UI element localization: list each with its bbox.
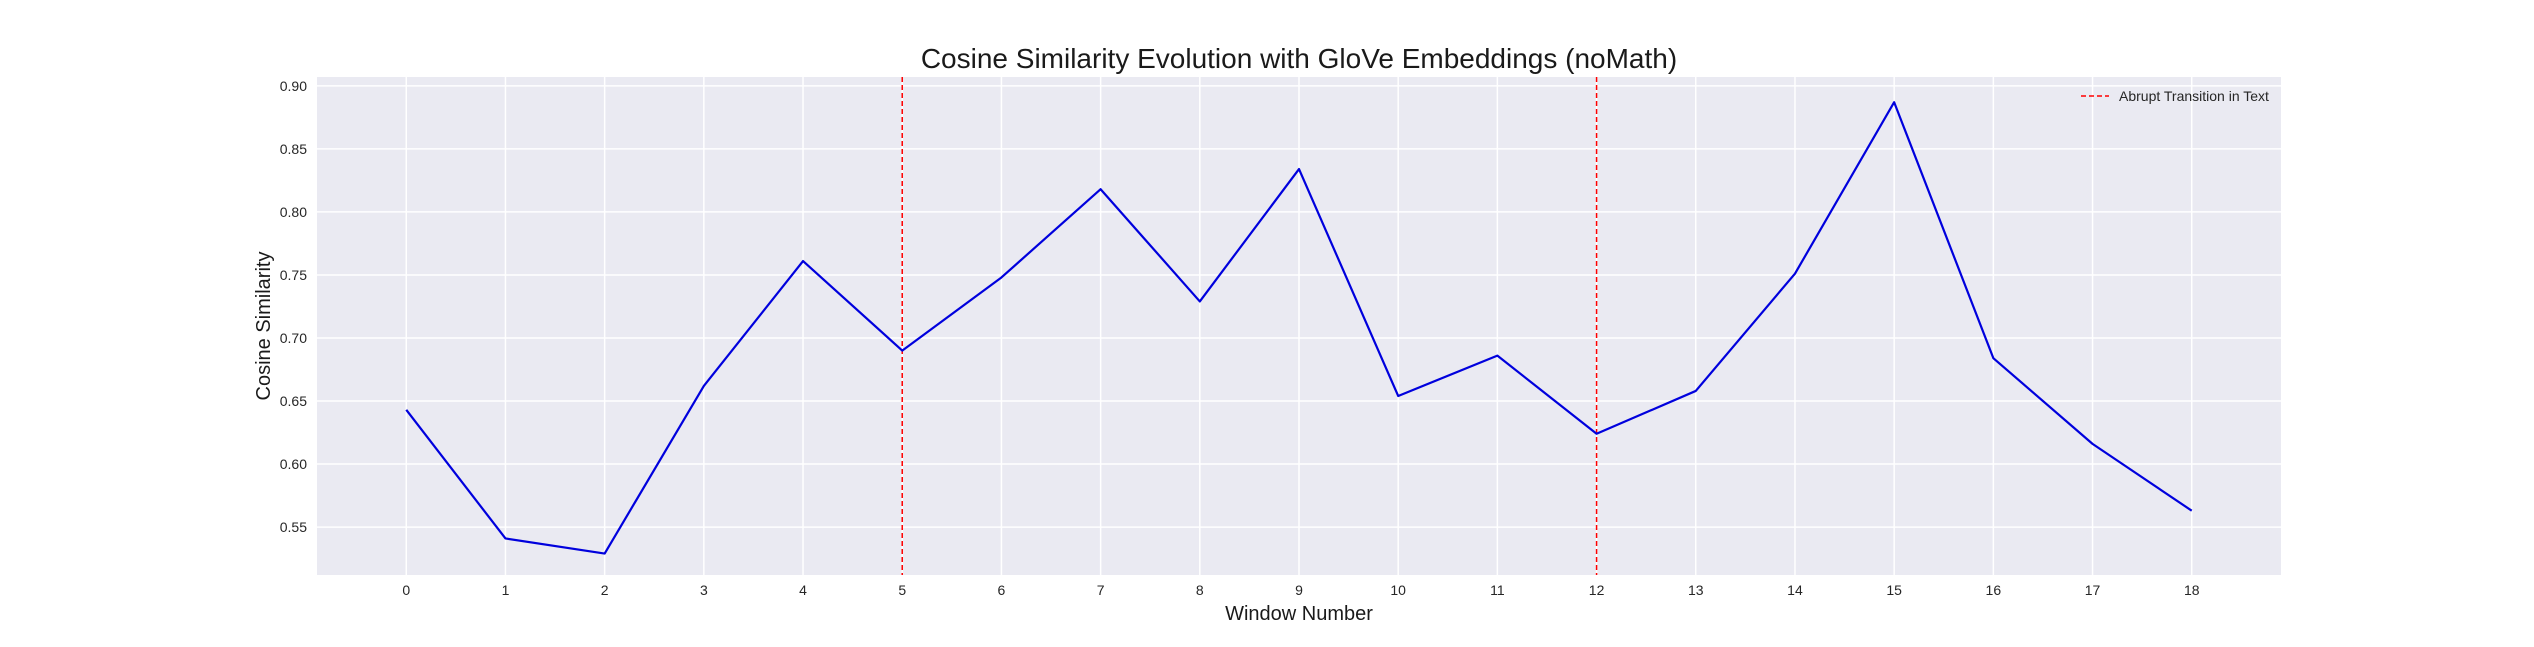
y-tick-labels: 0.55 0.60 0.65 0.70 0.75 0.80 0.85 0.90 [280, 78, 307, 535]
x-tick-label: 13 [1688, 582, 1704, 598]
similarity-line [405, 101, 2193, 555]
y-tick-label: 0.80 [280, 204, 307, 220]
x-tick-label: 18 [2184, 582, 2200, 598]
x-tick-label: 3 [700, 582, 708, 598]
y-tick-label: 0.85 [280, 141, 307, 157]
chart-title: Cosine Similarity Evolution with GloVe E… [921, 43, 1677, 74]
x-tick-label: 16 [1986, 582, 2002, 598]
y-tick-label: 0.65 [280, 393, 307, 409]
x-tick-label: 6 [998, 582, 1006, 598]
x-tick-label: 12 [1589, 582, 1605, 598]
legend: Abrupt Transition in Text [2081, 88, 2269, 104]
x-tick-label: 17 [2085, 582, 2101, 598]
x-tick-label: 7 [1097, 582, 1105, 598]
x-tick-label: 9 [1295, 582, 1303, 598]
x-tick-label: 0 [402, 582, 410, 598]
x-tick-label: 8 [1196, 582, 1204, 598]
data-series [405, 101, 2193, 555]
x-tick-label: 1 [502, 582, 510, 598]
x-tick-label: 4 [799, 582, 807, 598]
x-tick-label: 15 [1886, 582, 1902, 598]
x-axis-label: Window Number [1225, 603, 1373, 625]
y-tick-label: 0.70 [280, 330, 307, 346]
y-tick-label: 0.90 [280, 78, 307, 94]
transition-markers [901, 77, 1598, 575]
x-tick-label: 2 [601, 582, 609, 598]
x-tick-label: 14 [1787, 582, 1803, 598]
y-tick-label: 0.75 [280, 267, 307, 283]
y-tick-label: 0.60 [280, 456, 307, 472]
x-tick-label: 10 [1390, 582, 1406, 598]
grid-lines [317, 77, 2281, 575]
x-tick-labels: 0 1 2 3 4 5 6 7 8 9 10 11 12 13 14 15 16 17 18 [402, 582, 2199, 598]
y-axis-label: Cosine Similarity [253, 252, 275, 401]
x-tick-label: 5 [898, 582, 906, 598]
y-tick-label: 0.55 [280, 519, 307, 535]
legend-label: Abrupt Transition in Text [2119, 88, 2269, 104]
x-tick-label: 11 [1490, 582, 1505, 598]
